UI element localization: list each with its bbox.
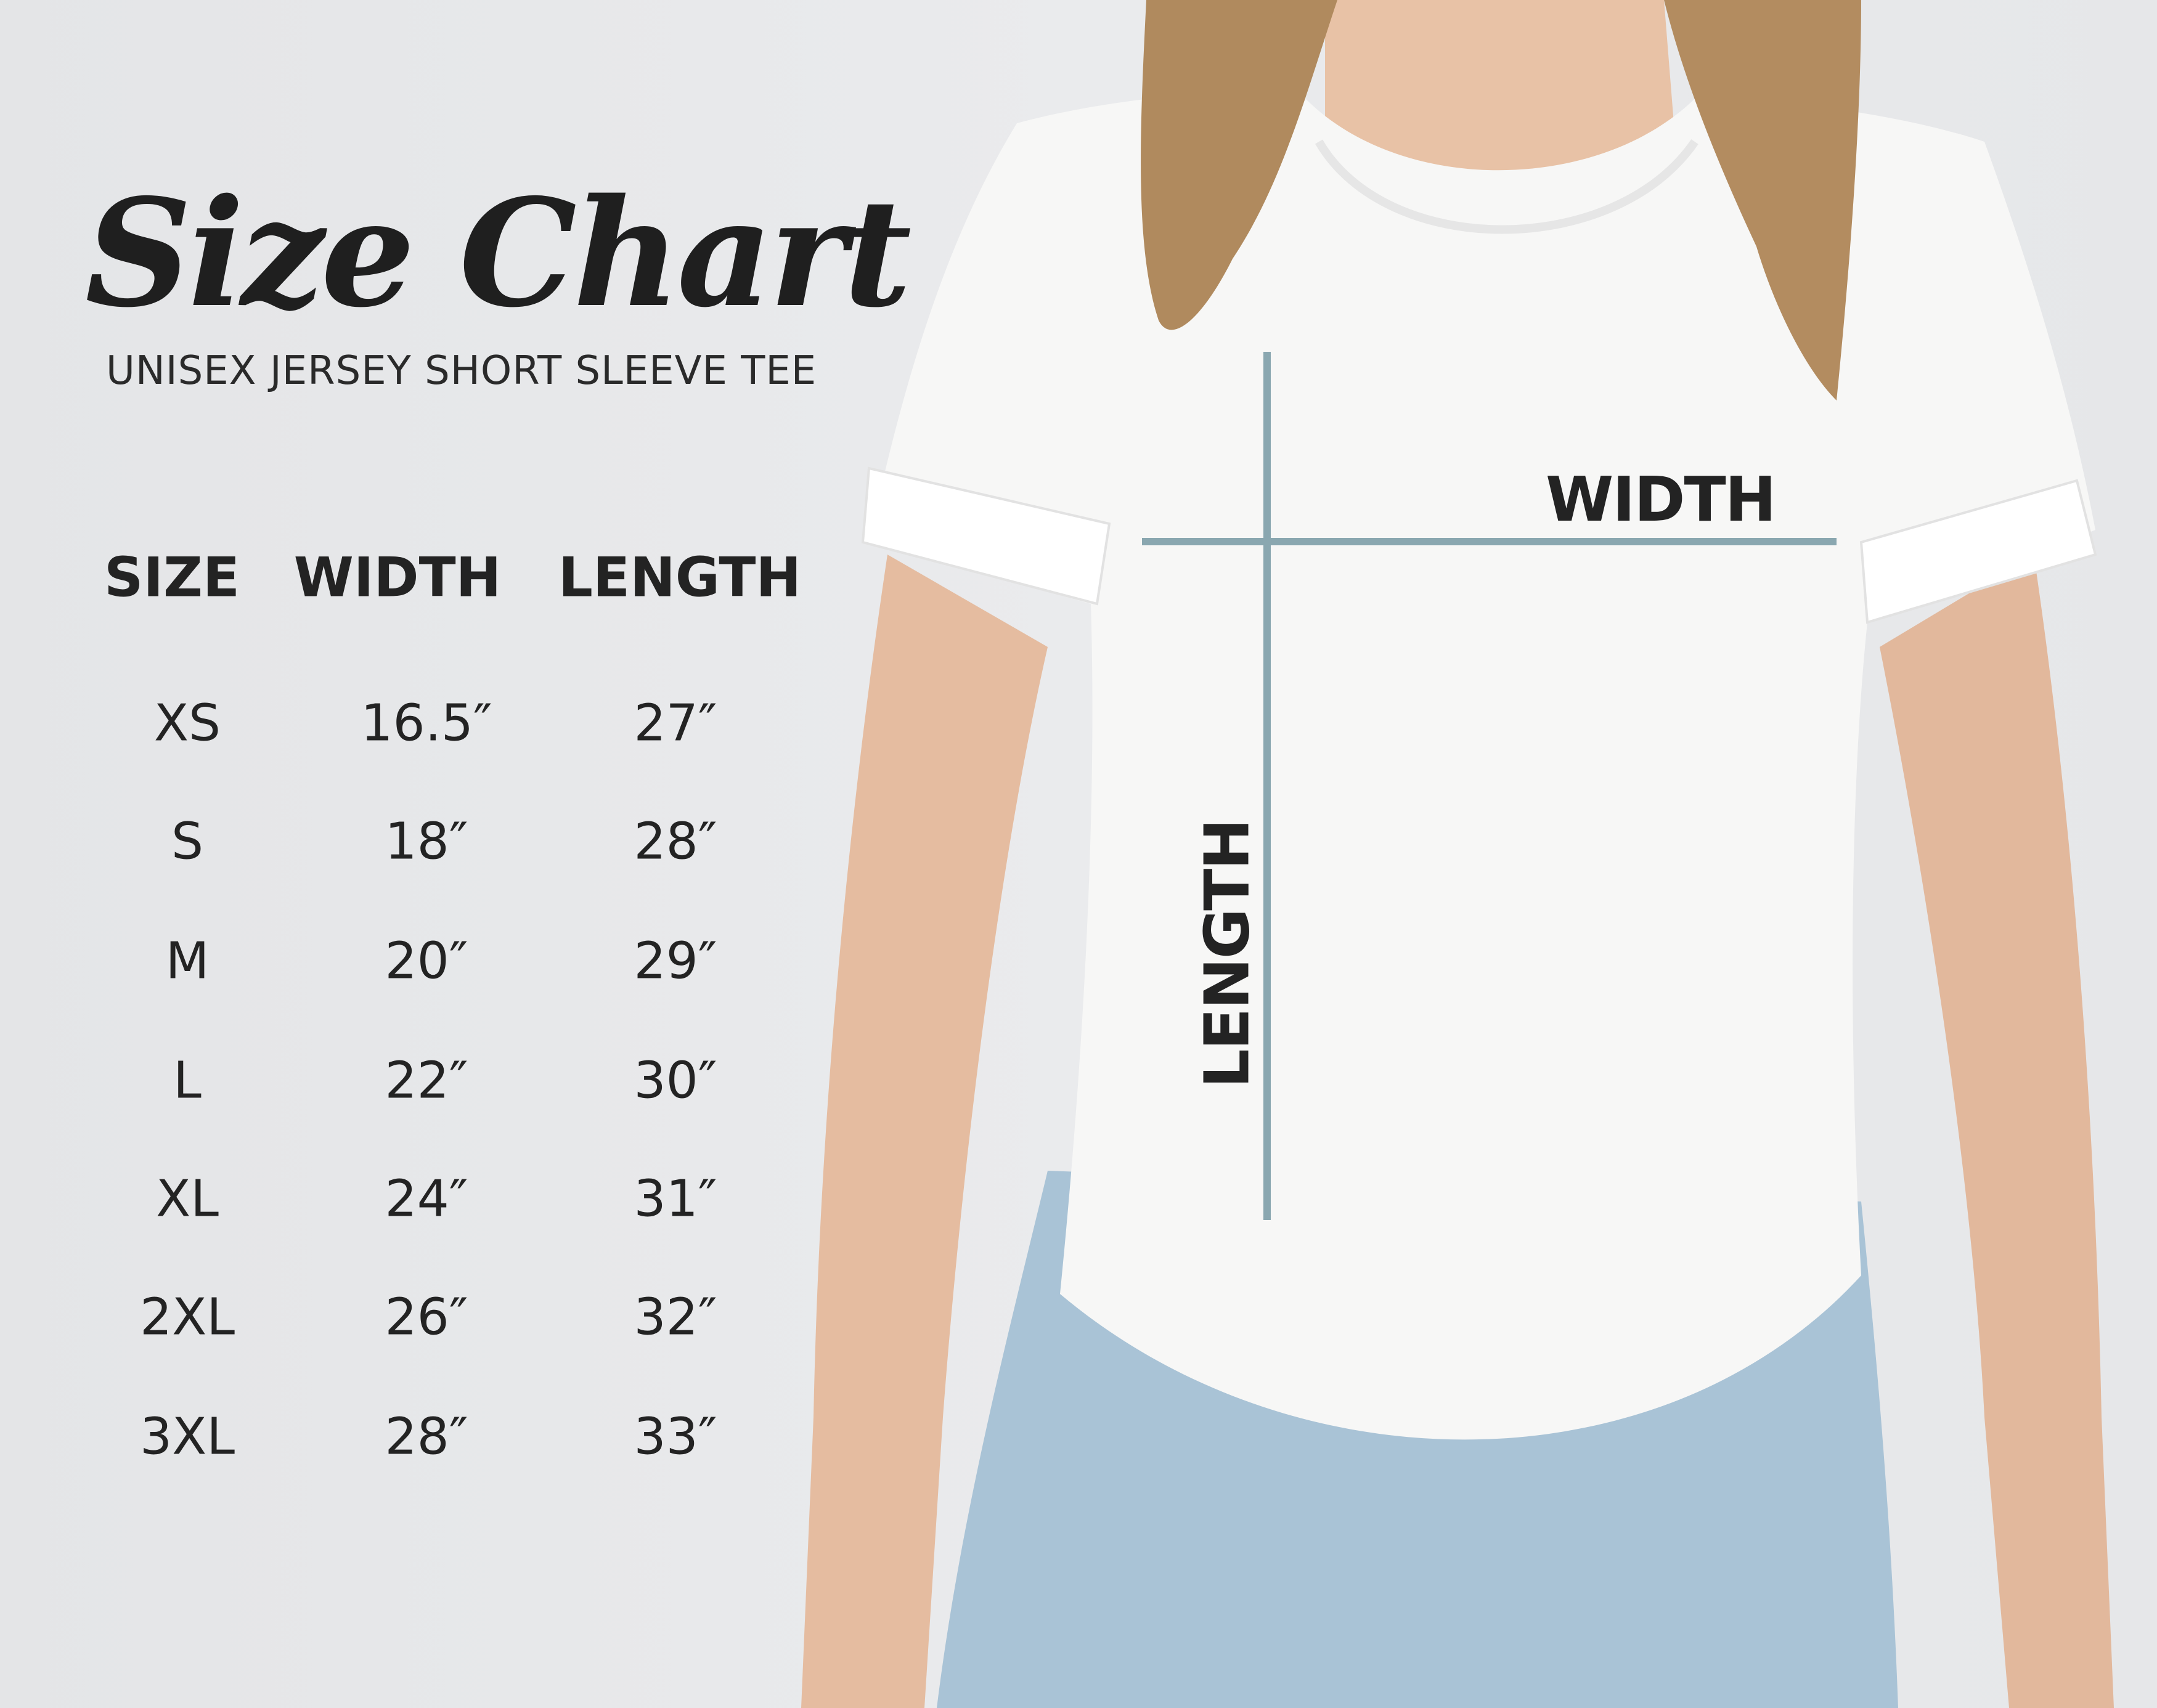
size-cell: 3XL <box>139 1407 235 1466</box>
length-cell: 32″ <box>634 1288 717 1347</box>
hair-right <box>1664 0 1861 401</box>
length-cell: 33″ <box>634 1407 717 1466</box>
size-cell: XL <box>156 1169 219 1229</box>
length-cell: 29″ <box>634 932 717 991</box>
width-label: WIDTH <box>1546 463 1776 535</box>
hair-left <box>1141 0 1337 330</box>
sleeve-cuff-left <box>861 466 1111 606</box>
header-width: WIDTH <box>293 545 502 609</box>
length-cell: 27″ <box>634 694 717 753</box>
page-title: Size Chart <box>85 166 911 340</box>
length-label: LENGTH <box>1191 819 1263 1088</box>
length-cell: 30″ <box>634 1051 717 1110</box>
width-cell: 18″ <box>385 812 468 871</box>
size-cell: L <box>173 1051 202 1110</box>
header-size: SIZE <box>104 545 240 609</box>
length-measure-line <box>1263 352 1271 1220</box>
left-arm <box>801 555 1048 1708</box>
size-cell: M <box>165 932 210 991</box>
sleeve-cuff-right <box>1859 479 2097 624</box>
header-length: LENGTH <box>558 545 802 609</box>
width-cell: 20″ <box>385 932 468 991</box>
product-subtitle: UNISEX JERSEY SHORT SLEEVE TEE <box>106 348 817 394</box>
collar <box>1315 139 1698 234</box>
t-shirt <box>869 86 2095 1440</box>
neck <box>1325 0 1676 206</box>
length-cell: 28″ <box>634 812 717 871</box>
width-cell: 16.5″ <box>361 694 492 753</box>
width-measure-line <box>1142 538 1837 545</box>
right-arm <box>1880 555 2114 1708</box>
width-cell: 22″ <box>385 1051 468 1110</box>
width-cell: 28″ <box>385 1407 468 1466</box>
size-cell: XS <box>153 694 221 753</box>
width-cell: 26″ <box>385 1288 468 1347</box>
width-cell: 24″ <box>385 1169 468 1229</box>
size-cell: S <box>171 812 204 871</box>
size-cell: 2XL <box>139 1288 235 1347</box>
length-cell: 31″ <box>634 1169 717 1229</box>
